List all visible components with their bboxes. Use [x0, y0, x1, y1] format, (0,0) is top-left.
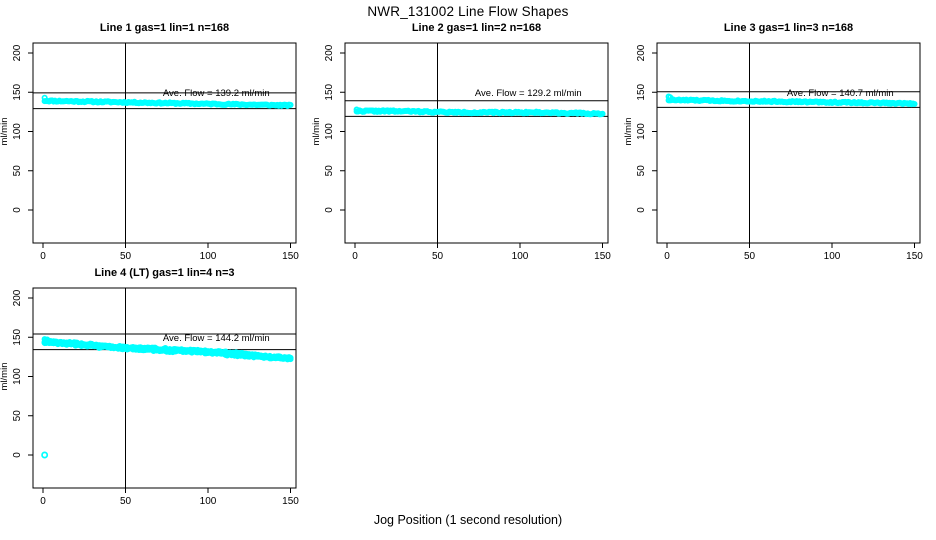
plot-frame	[32, 42, 297, 244]
avg-flow-annotation: Ave. Flow = 140.7 ml/min	[787, 88, 894, 99]
y-tick-label: 50	[12, 410, 23, 422]
y-tick-label: 200	[12, 44, 23, 61]
y-tick-label: 0	[324, 207, 335, 213]
subplot-title-line2: Line 2 gas=1 lin=2 n=168	[411, 22, 542, 34]
y-tick-label: 0	[636, 207, 647, 213]
y-tick-label: 50	[324, 165, 335, 177]
x-tick-label: 50	[744, 251, 756, 262]
x-tick-label: 0	[40, 496, 46, 507]
subplot-title-line4: Line 4 (LT) gas=1 lin=4 n=3	[94, 267, 235, 279]
y-axis-title: ml/min	[624, 118, 634, 146]
x-tick-label: 0	[352, 251, 358, 262]
x-tick-label: 50	[432, 251, 444, 262]
y-tick-label: 0	[12, 452, 23, 458]
x-tick-label: 150	[282, 496, 299, 507]
x-axis-label: Jog Position (1 second resolution)	[373, 513, 563, 527]
y-axis-title: ml/min	[0, 118, 10, 146]
subplot-line1: Line 1 gas=1 lin=1 n=168 Ave. Flow = 139…	[0, 20, 312, 270]
lead-point	[41, 94, 48, 101]
x-tick-label: 0	[40, 251, 46, 262]
y-tick-label: 150	[324, 83, 335, 100]
y-tick-label: 200	[324, 44, 335, 61]
subplot-title-line3: Line 3 gas=1 lin=3 n=168	[723, 22, 854, 34]
lead-point	[44, 336, 51, 343]
y-tick-label: 100	[12, 368, 23, 385]
zero-flow-point	[41, 451, 49, 459]
y-tick-label: 200	[12, 289, 23, 306]
avg-flow-annotation: Ave. Flow = 144.2 ml/min	[163, 333, 270, 344]
y-tick-label: 50	[636, 165, 647, 177]
x-tick-label: 100	[200, 496, 217, 507]
y-tick-label: 100	[324, 123, 335, 140]
y-tick-label: 150	[12, 83, 23, 100]
y-tick-label: 50	[12, 165, 23, 177]
plot-frame	[32, 287, 297, 489]
x-tick-label: 150	[906, 251, 923, 262]
y-tick-label: 200	[636, 44, 647, 61]
data-points	[41, 336, 294, 459]
avg-flow-annotation: Ave. Flow = 129.2 ml/min	[475, 88, 582, 99]
y-tick-label: 150	[12, 328, 23, 345]
lead-point	[353, 106, 360, 113]
figure-title: NWR_131002 Line Flow Shapes	[367, 4, 569, 19]
x-tick-label: 100	[512, 251, 529, 262]
x-tick-label: 150	[594, 251, 611, 262]
lead-point	[667, 94, 674, 101]
data-points	[353, 106, 606, 118]
subplot-plot-area-line3: Ave. Flow = 140.7 ml/min 0 50 100 150 200 ml/m…	[624, 42, 923, 262]
subplot-plot-area-line1: Ave. Flow = 139.2 ml/min 0 50 100 150 200 ml/m…	[0, 42, 299, 262]
plot-frame	[656, 42, 921, 244]
x-tick-label: 100	[824, 251, 841, 262]
x-tick-label: 50	[120, 496, 132, 507]
y-tick-label: 100	[636, 123, 647, 140]
y-tick-label: 150	[636, 83, 647, 100]
x-tick-label: 150	[282, 251, 299, 262]
subplot-title-line1: Line 1 gas=1 lin=1 n=168	[99, 22, 230, 34]
plot-frame	[344, 42, 609, 244]
data-points	[665, 93, 918, 108]
y-axis-title: ml/min	[0, 363, 10, 391]
avg-flow-annotation: Ave. Flow = 139.2 ml/min	[163, 88, 270, 99]
subplot-line2: Line 2 gas=1 lin=2 n=168 Ave. Flow = 129…	[312, 20, 624, 270]
x-tick-label: 50	[120, 251, 132, 262]
subplot-line3: Line 3 gas=1 lin=3 n=168 Ave. Flow = 140…	[624, 20, 936, 270]
y-axis-title: ml/min	[312, 118, 322, 146]
x-tick-label: 0	[664, 251, 670, 262]
y-tick-label: 0	[12, 207, 23, 213]
y-tick-label: 100	[12, 123, 23, 140]
subplot-plot-area-line4: Ave. Flow = 144.2 ml/min 0 50 100 150 200 ml/m…	[0, 287, 299, 507]
subplot-line4: Line 4 (LT) gas=1 lin=4 n=3 Ave. Flow = …	[0, 265, 312, 515]
x-tick-label: 100	[200, 251, 217, 262]
data-points	[41, 94, 294, 110]
subplot-plot-area-line2: Ave. Flow = 129.2 ml/min 0 50 100 150 200 ml/m…	[312, 42, 611, 262]
